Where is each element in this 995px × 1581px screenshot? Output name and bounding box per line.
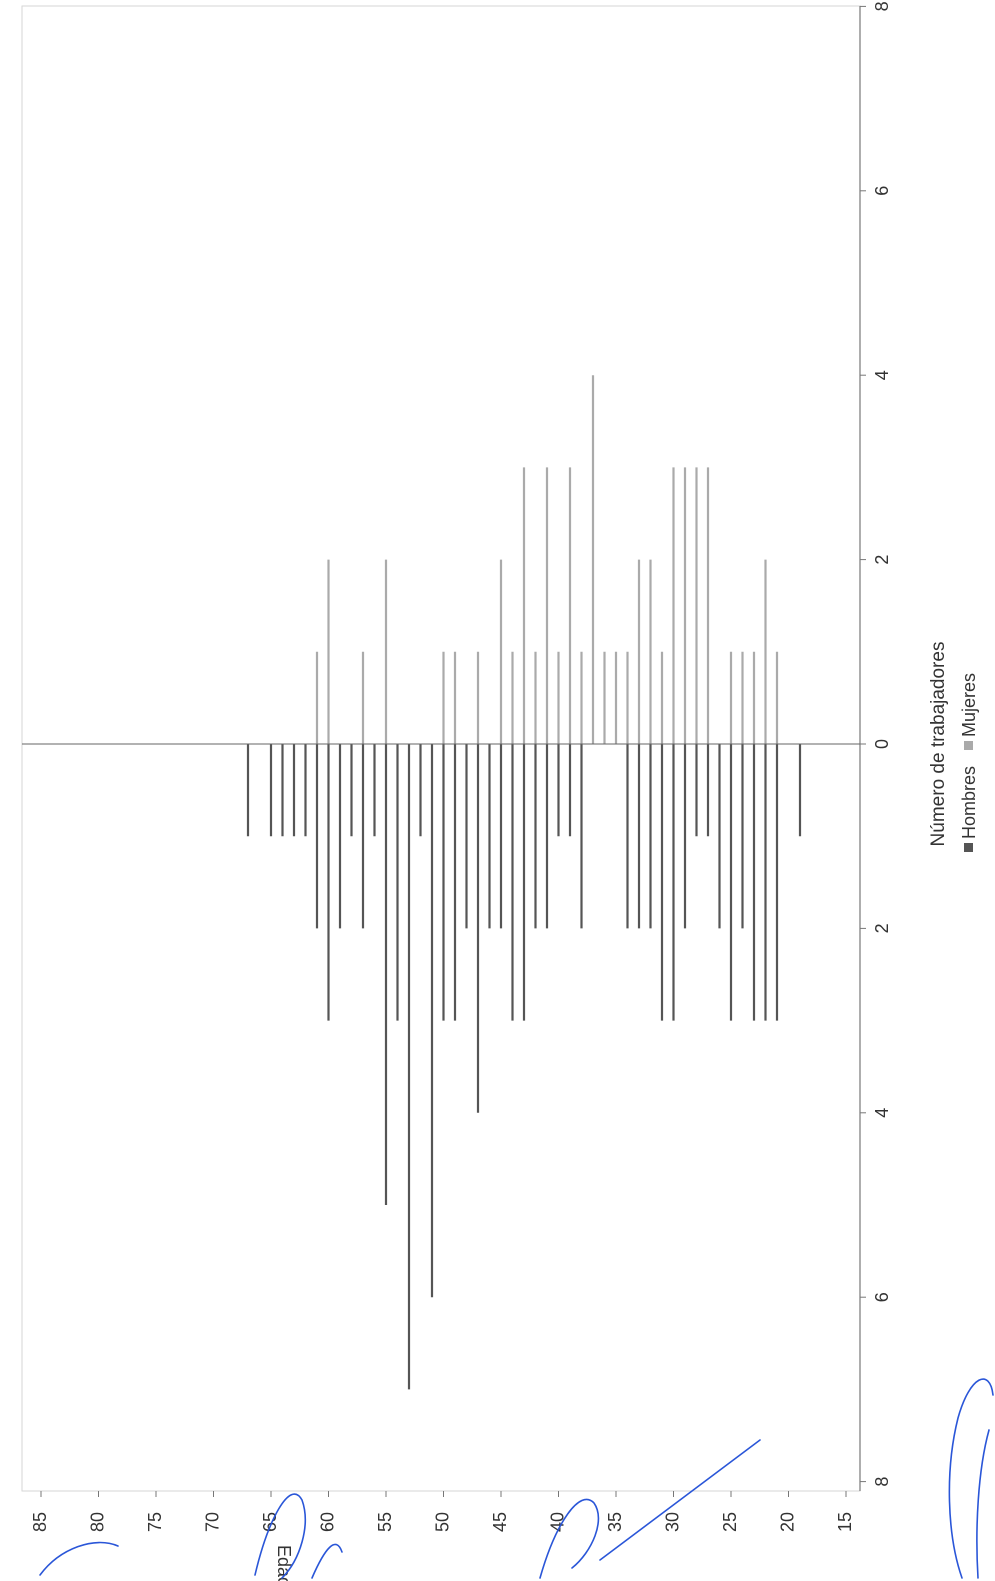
y-tick-label: 35 <box>605 1512 625 1532</box>
y-axis-title: Edad <box>274 1545 294 1581</box>
x-tick-label: 2 <box>872 923 892 933</box>
x-tick-label: 6 <box>872 186 892 196</box>
y-tick-label: 70 <box>202 1512 222 1532</box>
x-tick-label: 8 <box>872 1 892 11</box>
bars-group <box>246 375 802 1390</box>
x-tick-label: 0 <box>872 739 892 749</box>
y-tick-label: 25 <box>720 1512 740 1532</box>
y-tick-label: 20 <box>777 1512 797 1532</box>
legend-swatch-mujeres <box>964 741 973 750</box>
x-tick-label: 8 <box>872 1477 892 1487</box>
x-axis-title: Número de trabajadores <box>928 642 949 847</box>
y-tick-label: 80 <box>87 1512 107 1532</box>
legend: Hombres Mujeres <box>959 673 979 852</box>
x-tick-label: 6 <box>872 1292 892 1302</box>
signature-left <box>39 1439 761 1579</box>
y-tick-label: 30 <box>662 1512 682 1532</box>
y-tick-label: 45 <box>490 1512 510 1532</box>
signature-right <box>948 1378 994 1579</box>
y-tick-label: 85 <box>30 1512 50 1532</box>
x-ticks-group: 8 6 4 2 0 2 4 6 8 <box>860 1 892 1487</box>
y-tick-label: 40 <box>547 1512 567 1532</box>
y-tick-label: 60 <box>317 1512 337 1532</box>
y-tick-label: 50 <box>432 1512 452 1532</box>
x-tick-label: 4 <box>872 370 892 380</box>
legend-label-hombres: Hombres <box>959 766 979 839</box>
legend-label-mujeres: Mujeres <box>959 673 979 737</box>
y-tick-label: 75 <box>145 1512 165 1532</box>
x-tick-label: 2 <box>872 555 892 565</box>
x-tick-label: 4 <box>872 1108 892 1118</box>
plot-area-frame <box>21 5 861 1492</box>
legend-swatch-hombres <box>964 843 973 852</box>
y-tick-label: 55 <box>375 1512 395 1532</box>
y-tick-label: 15 <box>835 1512 855 1532</box>
